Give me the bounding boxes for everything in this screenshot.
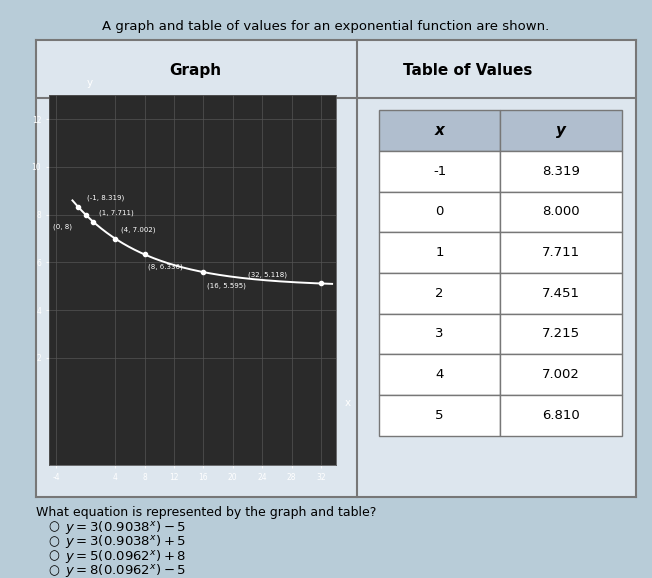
Text: -1: -1 — [433, 165, 447, 177]
Text: 7.451: 7.451 — [542, 287, 580, 300]
Text: ○: ○ — [48, 550, 59, 562]
Text: ○: ○ — [48, 535, 59, 548]
Text: $y = 5(0.0962^x) + 8$: $y = 5(0.0962^x) + 8$ — [65, 547, 186, 565]
Text: (4, 7.002): (4, 7.002) — [121, 226, 155, 232]
Bar — [501, 110, 622, 151]
Text: (0, 8): (0, 8) — [53, 224, 72, 230]
Bar — [379, 395, 501, 436]
Text: ○: ○ — [48, 521, 59, 533]
Bar — [501, 314, 622, 354]
Bar — [379, 273, 501, 314]
Text: 6.810: 6.810 — [542, 409, 580, 422]
Text: y: y — [556, 123, 566, 138]
Text: 7.711: 7.711 — [542, 246, 580, 259]
Bar — [379, 151, 501, 191]
Text: $y = 3(0.9038^x) - 5$: $y = 3(0.9038^x) - 5$ — [65, 518, 186, 536]
Text: 7.002: 7.002 — [542, 368, 580, 381]
Text: (8, 6.336): (8, 6.336) — [148, 264, 183, 270]
Text: Graph: Graph — [169, 62, 221, 77]
Bar — [379, 314, 501, 354]
Text: (32, 5.118): (32, 5.118) — [248, 271, 286, 277]
Text: $y = 8(0.0962^x) - 5$: $y = 8(0.0962^x) - 5$ — [65, 562, 186, 578]
Text: x: x — [435, 123, 445, 138]
Bar — [501, 273, 622, 314]
Text: 8.000: 8.000 — [542, 205, 580, 218]
Bar — [379, 232, 501, 273]
Text: x: x — [345, 398, 351, 408]
Text: (1, 7.711): (1, 7.711) — [99, 209, 134, 216]
Text: 0: 0 — [436, 205, 444, 218]
Bar — [379, 191, 501, 232]
Text: 2: 2 — [436, 287, 444, 300]
Bar — [501, 191, 622, 232]
Text: What equation is represented by the graph and table?: What equation is represented by the grap… — [36, 506, 376, 518]
Text: Table of Values: Table of Values — [403, 62, 533, 77]
Text: (16, 5.595): (16, 5.595) — [207, 282, 246, 289]
Text: 7.215: 7.215 — [542, 328, 580, 340]
Text: ○: ○ — [48, 564, 59, 577]
Bar — [379, 110, 501, 151]
Bar — [501, 395, 622, 436]
Text: 8.319: 8.319 — [542, 165, 580, 177]
Text: 1: 1 — [436, 246, 444, 259]
Text: 5: 5 — [436, 409, 444, 422]
Bar — [501, 354, 622, 395]
Bar — [379, 354, 501, 395]
Text: 4: 4 — [436, 368, 444, 381]
Text: 3: 3 — [436, 328, 444, 340]
Bar — [501, 232, 622, 273]
Text: (-1, 8.319): (-1, 8.319) — [87, 195, 125, 201]
Text: $y = 3(0.9038^x) + 5$: $y = 3(0.9038^x) + 5$ — [65, 533, 186, 550]
Text: A graph and table of values for an exponential function are shown.: A graph and table of values for an expon… — [102, 20, 550, 33]
Text: y: y — [86, 78, 93, 88]
Bar — [501, 151, 622, 191]
